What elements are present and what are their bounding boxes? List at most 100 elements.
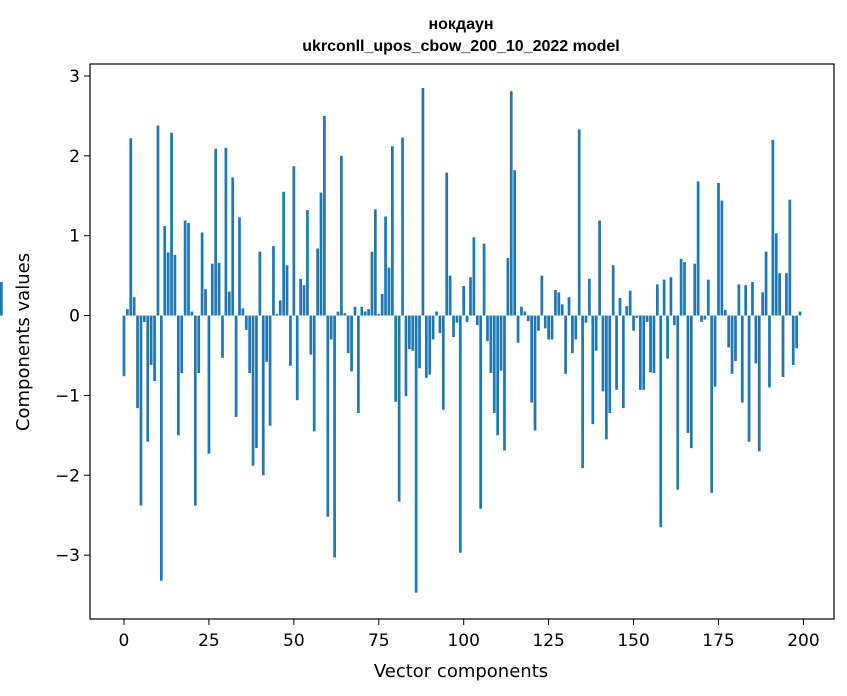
bar <box>323 115 326 316</box>
x-tick-label: 175 <box>702 631 734 651</box>
bar <box>401 137 404 316</box>
bar <box>625 305 629 316</box>
bar <box>272 246 275 316</box>
bar <box>669 277 673 316</box>
bar <box>503 315 506 451</box>
bar <box>129 138 133 316</box>
bar <box>299 278 302 316</box>
bar <box>608 315 612 413</box>
bar <box>635 315 639 318</box>
bar <box>377 313 381 316</box>
bar <box>126 309 129 316</box>
x-tick-label: 200 <box>787 631 819 651</box>
bar <box>557 292 561 316</box>
chart-subtitle: ukrconll_upos_cbow_200_10_2022 model <box>302 38 619 55</box>
bar <box>146 315 150 442</box>
bar <box>360 306 364 316</box>
bar <box>754 315 758 364</box>
bar <box>316 248 319 316</box>
bar <box>571 315 574 354</box>
bar <box>761 292 765 316</box>
bar <box>166 252 170 316</box>
bar <box>605 315 608 440</box>
bar <box>666 315 669 359</box>
bar <box>231 177 235 316</box>
bar <box>723 309 727 316</box>
bar <box>727 315 731 348</box>
bar <box>564 315 567 374</box>
bar <box>346 315 350 354</box>
bar <box>642 315 646 390</box>
bar <box>340 155 343 316</box>
bar <box>353 306 357 316</box>
x-tick-label: 25 <box>198 631 220 651</box>
bar <box>717 182 720 316</box>
bar <box>652 315 656 374</box>
bar <box>696 181 700 316</box>
bar <box>475 315 479 326</box>
bar <box>795 315 798 349</box>
bar <box>622 315 625 409</box>
bar <box>387 267 391 316</box>
y-tick-label: −1 <box>55 386 80 406</box>
bar <box>452 315 455 338</box>
bar <box>170 132 173 316</box>
x-tick-label: 50 <box>283 631 305 651</box>
y-tick-label: 0 <box>69 307 80 327</box>
bar <box>798 311 802 316</box>
bar <box>227 291 231 316</box>
x-tick-label: 0 <box>119 631 130 651</box>
bar <box>380 293 384 316</box>
x-axis-label: Vector components <box>374 661 548 682</box>
bar <box>197 315 201 374</box>
bar <box>441 315 445 410</box>
bar <box>591 315 595 425</box>
bar <box>431 315 435 340</box>
bar <box>788 199 792 316</box>
bar <box>312 315 316 432</box>
bar <box>278 300 282 316</box>
bar <box>581 315 584 469</box>
bar <box>214 148 218 316</box>
bar <box>238 217 241 316</box>
bar <box>258 251 262 316</box>
bar <box>306 210 309 316</box>
bar <box>645 315 649 322</box>
bar <box>594 315 598 351</box>
bar <box>326 315 330 517</box>
bar <box>458 315 462 553</box>
bar <box>465 315 469 322</box>
bar <box>343 313 347 316</box>
bar <box>292 166 296 316</box>
bar <box>261 315 265 476</box>
x-tick-label: 75 <box>368 631 390 651</box>
bar <box>588 278 591 316</box>
bar <box>289 315 292 366</box>
bar <box>397 315 401 502</box>
bar <box>706 279 710 316</box>
bar <box>469 277 472 316</box>
bar <box>136 315 139 409</box>
bar <box>268 315 272 426</box>
y-tick-label: −2 <box>55 466 80 486</box>
bar <box>574 315 578 340</box>
bar <box>513 170 517 316</box>
bar <box>496 315 500 436</box>
bar <box>428 315 432 375</box>
bar <box>700 315 703 322</box>
bar <box>499 315 503 371</box>
bar <box>639 315 642 390</box>
bar <box>659 315 663 528</box>
bar <box>584 315 588 323</box>
bar <box>336 311 340 316</box>
bar <box>744 285 748 316</box>
bar <box>489 315 493 374</box>
bar <box>180 315 184 374</box>
bar <box>611 265 615 316</box>
bar <box>530 315 533 403</box>
bar <box>176 315 180 436</box>
bar <box>295 315 299 401</box>
bar <box>771 139 775 316</box>
bar <box>217 262 221 316</box>
